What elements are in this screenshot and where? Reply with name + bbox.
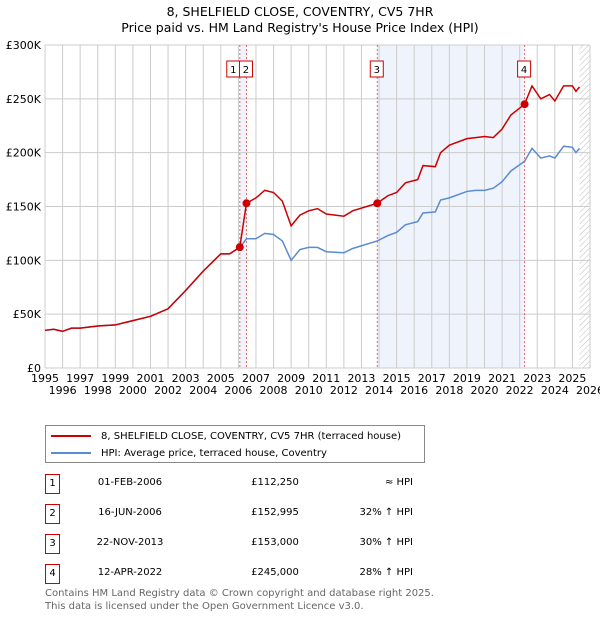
legend-item-hpi: HPI: Average price, terraced house, Cove… — [46, 445, 327, 461]
x-tick-label: 2012 — [330, 384, 358, 397]
transaction-date: 01-FEB-2006 — [97, 477, 163, 488]
legend-swatch-blue — [51, 452, 91, 454]
transaction-label: 1 — [230, 65, 236, 76]
y-tick-label: £200K — [6, 147, 42, 160]
x-tick-label: 2001 — [136, 372, 164, 385]
x-tick-label: 2013 — [347, 372, 375, 385]
transaction-label: 4 — [521, 65, 527, 76]
transaction-hpi: ≈ HPI — [384, 477, 413, 488]
x-tick-label: 2018 — [435, 384, 463, 397]
x-tick-label: 2026 — [576, 384, 600, 397]
transaction-price: £152,995 — [251, 507, 299, 518]
x-tick-label: 2009 — [277, 372, 305, 385]
transaction-hpi: 32% ↑ HPI — [359, 507, 413, 518]
transaction-point — [520, 100, 529, 109]
x-tick-label: 2002 — [154, 384, 182, 397]
x-tick-label: 2004 — [189, 384, 217, 397]
transaction-date: 12-APR-2022 — [97, 567, 163, 578]
transaction-hpi: 28% ↑ HPI — [359, 567, 413, 578]
y-tick-label: £300K — [6, 39, 42, 52]
transaction-price: £112,250 — [251, 477, 299, 488]
transaction-label: 3 — [374, 65, 380, 76]
y-tick-label: £100K — [6, 254, 42, 267]
y-tick-label: £150K — [6, 201, 42, 214]
x-tick-label: 2011 — [312, 372, 340, 385]
x-tick-label: 2014 — [365, 384, 393, 397]
x-tick-label: 2023 — [523, 372, 551, 385]
x-tick-label: 2010 — [295, 384, 323, 397]
transaction-number: 4 — [45, 564, 60, 584]
legend-label: 8, SHELFIELD CLOSE, COVENTRY, CV5 7HR (t… — [101, 430, 401, 442]
plot-area: 1995199619971998199920002001200220032004… — [6, 39, 600, 397]
x-tick-label: 1997 — [66, 372, 94, 385]
transaction-price: £153,000 — [251, 537, 299, 548]
series-line — [44, 84, 581, 333]
x-tick-label: 2020 — [471, 384, 499, 397]
x-tick-label: 2016 — [400, 384, 428, 397]
x-tick-label: 1996 — [49, 384, 77, 397]
transaction-hpi: 30% ↑ HPI — [359, 537, 413, 548]
footer-line-2: This data is licensed under the Open Gov… — [45, 601, 364, 612]
x-tick-label: 2000 — [119, 384, 147, 397]
x-tick-label: 2003 — [172, 372, 200, 385]
chart-title: 8, SHELFIELD CLOSE, COVENTRY, CV5 7HR — [166, 4, 434, 19]
transaction-point — [235, 243, 244, 252]
x-tick-label: 1999 — [101, 372, 129, 385]
transaction-number: 2 — [45, 504, 60, 524]
transaction-label: 2 — [243, 65, 249, 76]
transaction-price: £245,000 — [251, 567, 299, 578]
x-tick-label: 2005 — [207, 372, 235, 385]
legend-item-property: 8, SHELFIELD CLOSE, COVENTRY, CV5 7HR (t… — [46, 428, 401, 444]
transaction-point — [242, 199, 251, 208]
x-tick-label: 2015 — [383, 372, 411, 385]
x-tick-label: 2006 — [224, 384, 252, 397]
transaction-row: 3 22-NOV-2013 £153,000 30% ↑ HPI — [45, 534, 465, 554]
transaction-date: 16-JUN-2006 — [98, 507, 162, 518]
legend-swatch-red — [51, 435, 91, 437]
y-tick-label: £0 — [27, 362, 41, 375]
transaction-number: 1 — [45, 474, 60, 494]
transaction-row: 2 16-JUN-2006 £152,995 32% ↑ HPI — [45, 504, 465, 524]
x-tick-label: 2024 — [541, 384, 569, 397]
y-tick-label: £50K — [13, 308, 42, 321]
transaction-number: 3 — [45, 534, 60, 554]
legend: 8, SHELFIELD CLOSE, COVENTRY, CV5 7HR (t… — [45, 425, 425, 463]
transaction-label-box — [238, 60, 253, 78]
x-tick-label: 2019 — [453, 372, 481, 385]
x-tick-label: 1998 — [84, 384, 112, 397]
chart-subtitle: Price paid vs. HM Land Registry's House … — [121, 20, 479, 35]
transaction-point — [373, 199, 382, 208]
x-tick-label: 2017 — [418, 372, 446, 385]
x-tick-label: 2008 — [260, 384, 288, 397]
footer-line-1: Contains HM Land Registry data © Crown c… — [45, 588, 434, 599]
transaction-row: 1 01-FEB-2006 £112,250 ≈ HPI — [45, 474, 465, 494]
transaction-date: 22-NOV-2013 — [96, 537, 164, 548]
x-tick-label: 2022 — [506, 384, 534, 397]
transaction-label-box — [369, 60, 384, 78]
transaction-row: 4 12-APR-2022 £245,000 28% ↑ HPI — [45, 564, 465, 584]
y-tick-label: £250K — [6, 93, 42, 106]
x-tick-label: 1995 — [31, 372, 59, 385]
x-tick-label: 2021 — [488, 372, 516, 385]
transaction-label-box — [517, 60, 532, 78]
x-tick-label: 2007 — [242, 372, 270, 385]
x-tick-label: 2025 — [558, 372, 586, 385]
legend-label: HPI: Average price, terraced house, Cove… — [101, 447, 327, 459]
